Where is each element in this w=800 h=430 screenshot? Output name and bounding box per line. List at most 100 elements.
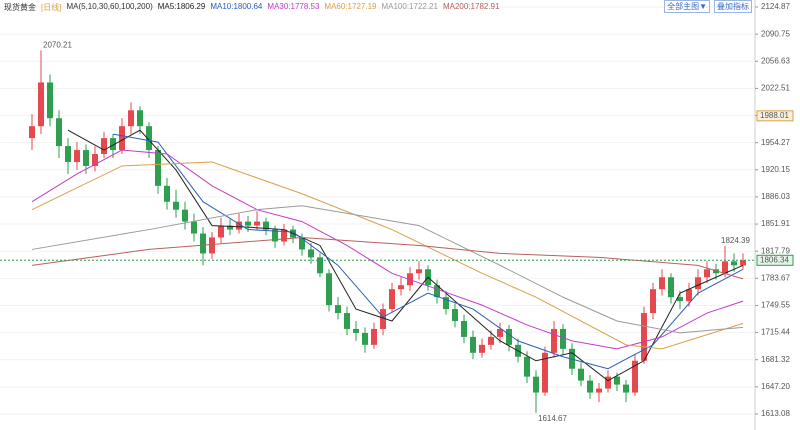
candle-body [452,309,458,321]
candle-body [632,360,638,393]
menu: 全部主图▼ 叠加指标 [664,0,752,13]
y-tick-label: 1715.44 [761,328,790,337]
candle-body [191,221,197,234]
candle-body [83,150,89,166]
ma-line [31,161,744,350]
candle-body [38,82,44,127]
candle-body [542,352,548,393]
candle-body [524,356,530,377]
indicator: MA(5,10,30,60,100,200) [66,2,153,11]
candle-body [128,110,134,127]
candle-body [308,249,314,258]
y-tick-label: 1783.67 [761,273,790,282]
candle-body [263,221,269,230]
y-tick-label: 1749.55 [761,301,790,310]
legend-entry: MA5:1806.29 [157,2,206,11]
price-tag: 1806.34 [760,255,789,264]
y-tick-label: 2124.87 [761,2,790,11]
y-tick-label: 1954.27 [761,138,790,147]
legend-entry: MA200:1782.91 [442,2,500,11]
candle-body [614,376,620,385]
candle-body [155,150,161,186]
candle-body [119,126,125,151]
candle-body [677,297,683,302]
candle-body [695,277,701,290]
candle-body [596,388,602,393]
candle-body [641,313,647,361]
y-tick-label: 2056.63 [761,56,790,65]
candle-body [200,233,206,254]
candle-body [560,328,566,349]
candle-body [254,221,260,226]
ma-line [31,205,744,334]
candle-body [731,261,737,266]
candle-body [236,221,242,230]
legend-entry: MA100:1722.21 [381,2,438,11]
candle-body [740,260,746,266]
y-tick-label: 1681.32 [761,355,790,364]
candle-body [227,225,233,230]
candle-body [380,309,386,329]
legend-entry: MA10:1800.64 [210,2,263,11]
menu-button[interactable]: 全部主图▼ [664,0,710,13]
candle-body [173,201,179,210]
candle-body [56,118,62,147]
y-tick-label: 2090.75 [761,29,790,38]
candle-body [578,368,584,381]
y-tick-label: 1817.79 [761,246,790,255]
candle-body [362,332,368,345]
candle-body [344,313,350,329]
candle-body [182,209,188,222]
candle-body [398,285,404,290]
candle-body [461,320,467,337]
candle-body [299,237,305,250]
ma-line [67,129,744,382]
candle-body [722,261,728,274]
candle-body [551,328,557,353]
candle-body [686,289,692,302]
candle-body [326,273,332,306]
ref-tag-box [756,110,794,122]
header: 现货黄金 [日线] MA(5,10,30,60,100,200) MA5:180… [4,2,499,13]
menu-button[interactable]: 叠加指标 [714,0,752,13]
candle-body [137,110,143,127]
candle-body [65,146,71,162]
y-tick-label: 1851.91 [761,219,790,228]
ref-tag: 1988.01 [760,111,789,120]
candle-body [110,138,116,151]
candle-body [218,225,224,238]
ma-line [31,237,744,280]
min-label: 1614.67 [538,414,567,423]
period: [日线] [41,3,62,12]
candle-body [371,328,377,345]
y-tick-label: 1647.20 [761,382,790,391]
candle-body [605,376,611,389]
candle-body [650,289,656,314]
candle-body [317,257,323,274]
price-tag-box [756,254,794,266]
candle-body [488,336,494,345]
candle-body [434,285,440,298]
max-label: 2070.21 [43,41,72,50]
candle-body [353,328,359,333]
candle-body [623,384,629,393]
y-tick-label: 2022.51 [761,84,790,93]
candle-body [281,229,287,242]
candle-body [533,376,539,393]
candle-body [92,154,98,166]
candle-body [659,277,665,290]
ma-line [112,133,744,370]
candle-body [506,328,512,345]
y-tick-label: 1886.03 [761,192,790,201]
candle-body [713,269,719,274]
candle-body [497,328,503,337]
candle-body [416,269,422,274]
candle-body [443,297,449,310]
candle-body [479,344,485,353]
legend-entry: MA30:1778.53 [267,2,320,11]
local-high-label: 1824.39 [721,236,750,245]
candle-body [146,126,152,151]
ma-line [31,149,744,350]
candle-body [245,221,251,226]
